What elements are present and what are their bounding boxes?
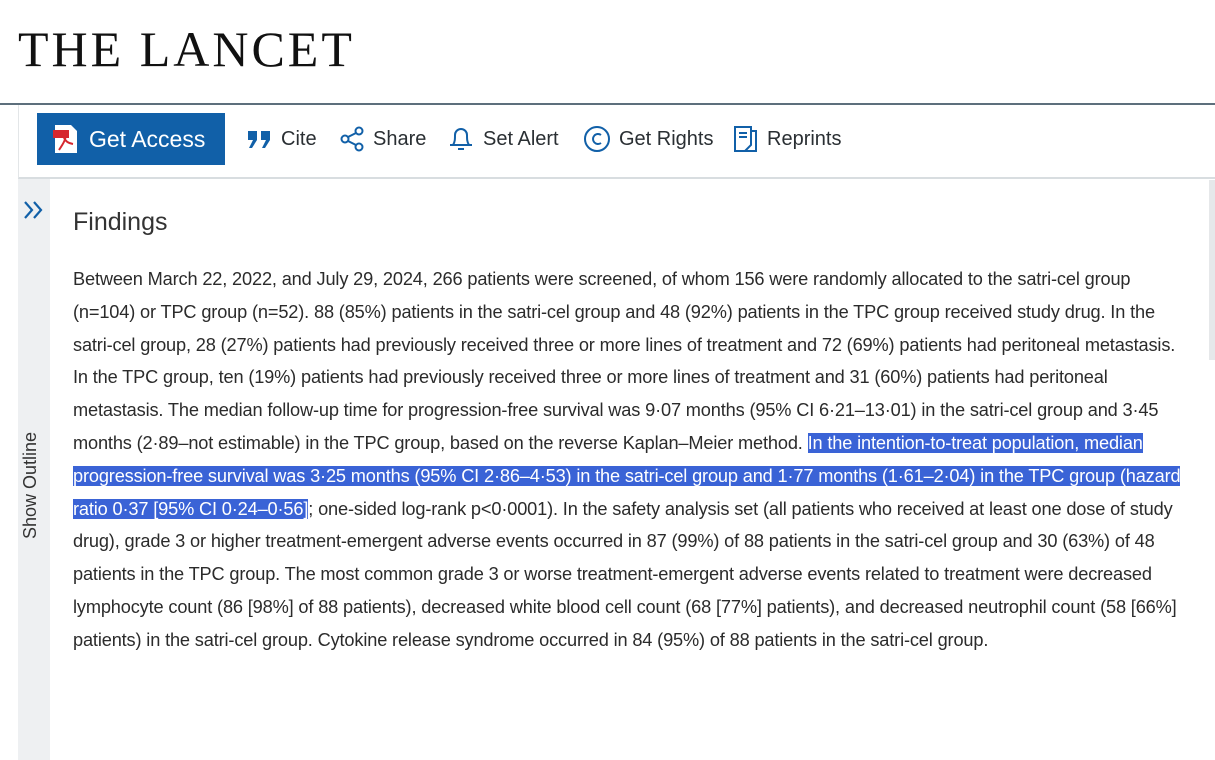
get-access-label: Get Access	[89, 125, 206, 152]
paragraph: Between March 22, 2022, and July 29, 202…	[73, 263, 1191, 657]
cite-label: Cite	[281, 127, 317, 150]
share-label: Share	[373, 127, 427, 150]
get-rights-label: Get Rights	[619, 127, 714, 150]
section-heading: Findings	[73, 208, 168, 236]
bell-icon	[450, 128, 472, 150]
set-alert-label: Set Alert	[483, 127, 559, 150]
expand-icon	[24, 201, 43, 219]
set-alert-button[interactable]: Set Alert	[447, 113, 559, 165]
show-outline[interactable]: Show Outline	[20, 431, 40, 539]
pdf-icon	[53, 125, 77, 153]
cite-icon	[248, 131, 270, 148]
text: ; one-sided log-rank p<0·0001). In the s…	[73, 498, 1177, 650]
get-rights-button[interactable]: Get Rights	[583, 113, 713, 165]
sidebar[interactable]: Show Outline	[18, 179, 50, 760]
share-icon	[340, 126, 364, 152]
share-button[interactable]: Share	[339, 113, 426, 165]
get-access-button[interactable]: Get Access	[37, 113, 225, 165]
reprints-label: Reprints	[767, 127, 842, 150]
copyright-icon	[584, 126, 610, 152]
toolbar: Get Access Cite Share Set Alert Get Righ…	[18, 105, 1215, 179]
logo[interactable]: THE LANCET	[18, 21, 355, 77]
reprints-button[interactable]: Reprints	[733, 113, 841, 165]
scrollbar	[1209, 180, 1215, 360]
text: Between March 22, 2022, and July 29, 202…	[73, 269, 1176, 453]
cite-button[interactable]: Cite	[247, 113, 317, 165]
divider	[0, 103, 1215, 105]
reprints-icon	[734, 126, 757, 152]
